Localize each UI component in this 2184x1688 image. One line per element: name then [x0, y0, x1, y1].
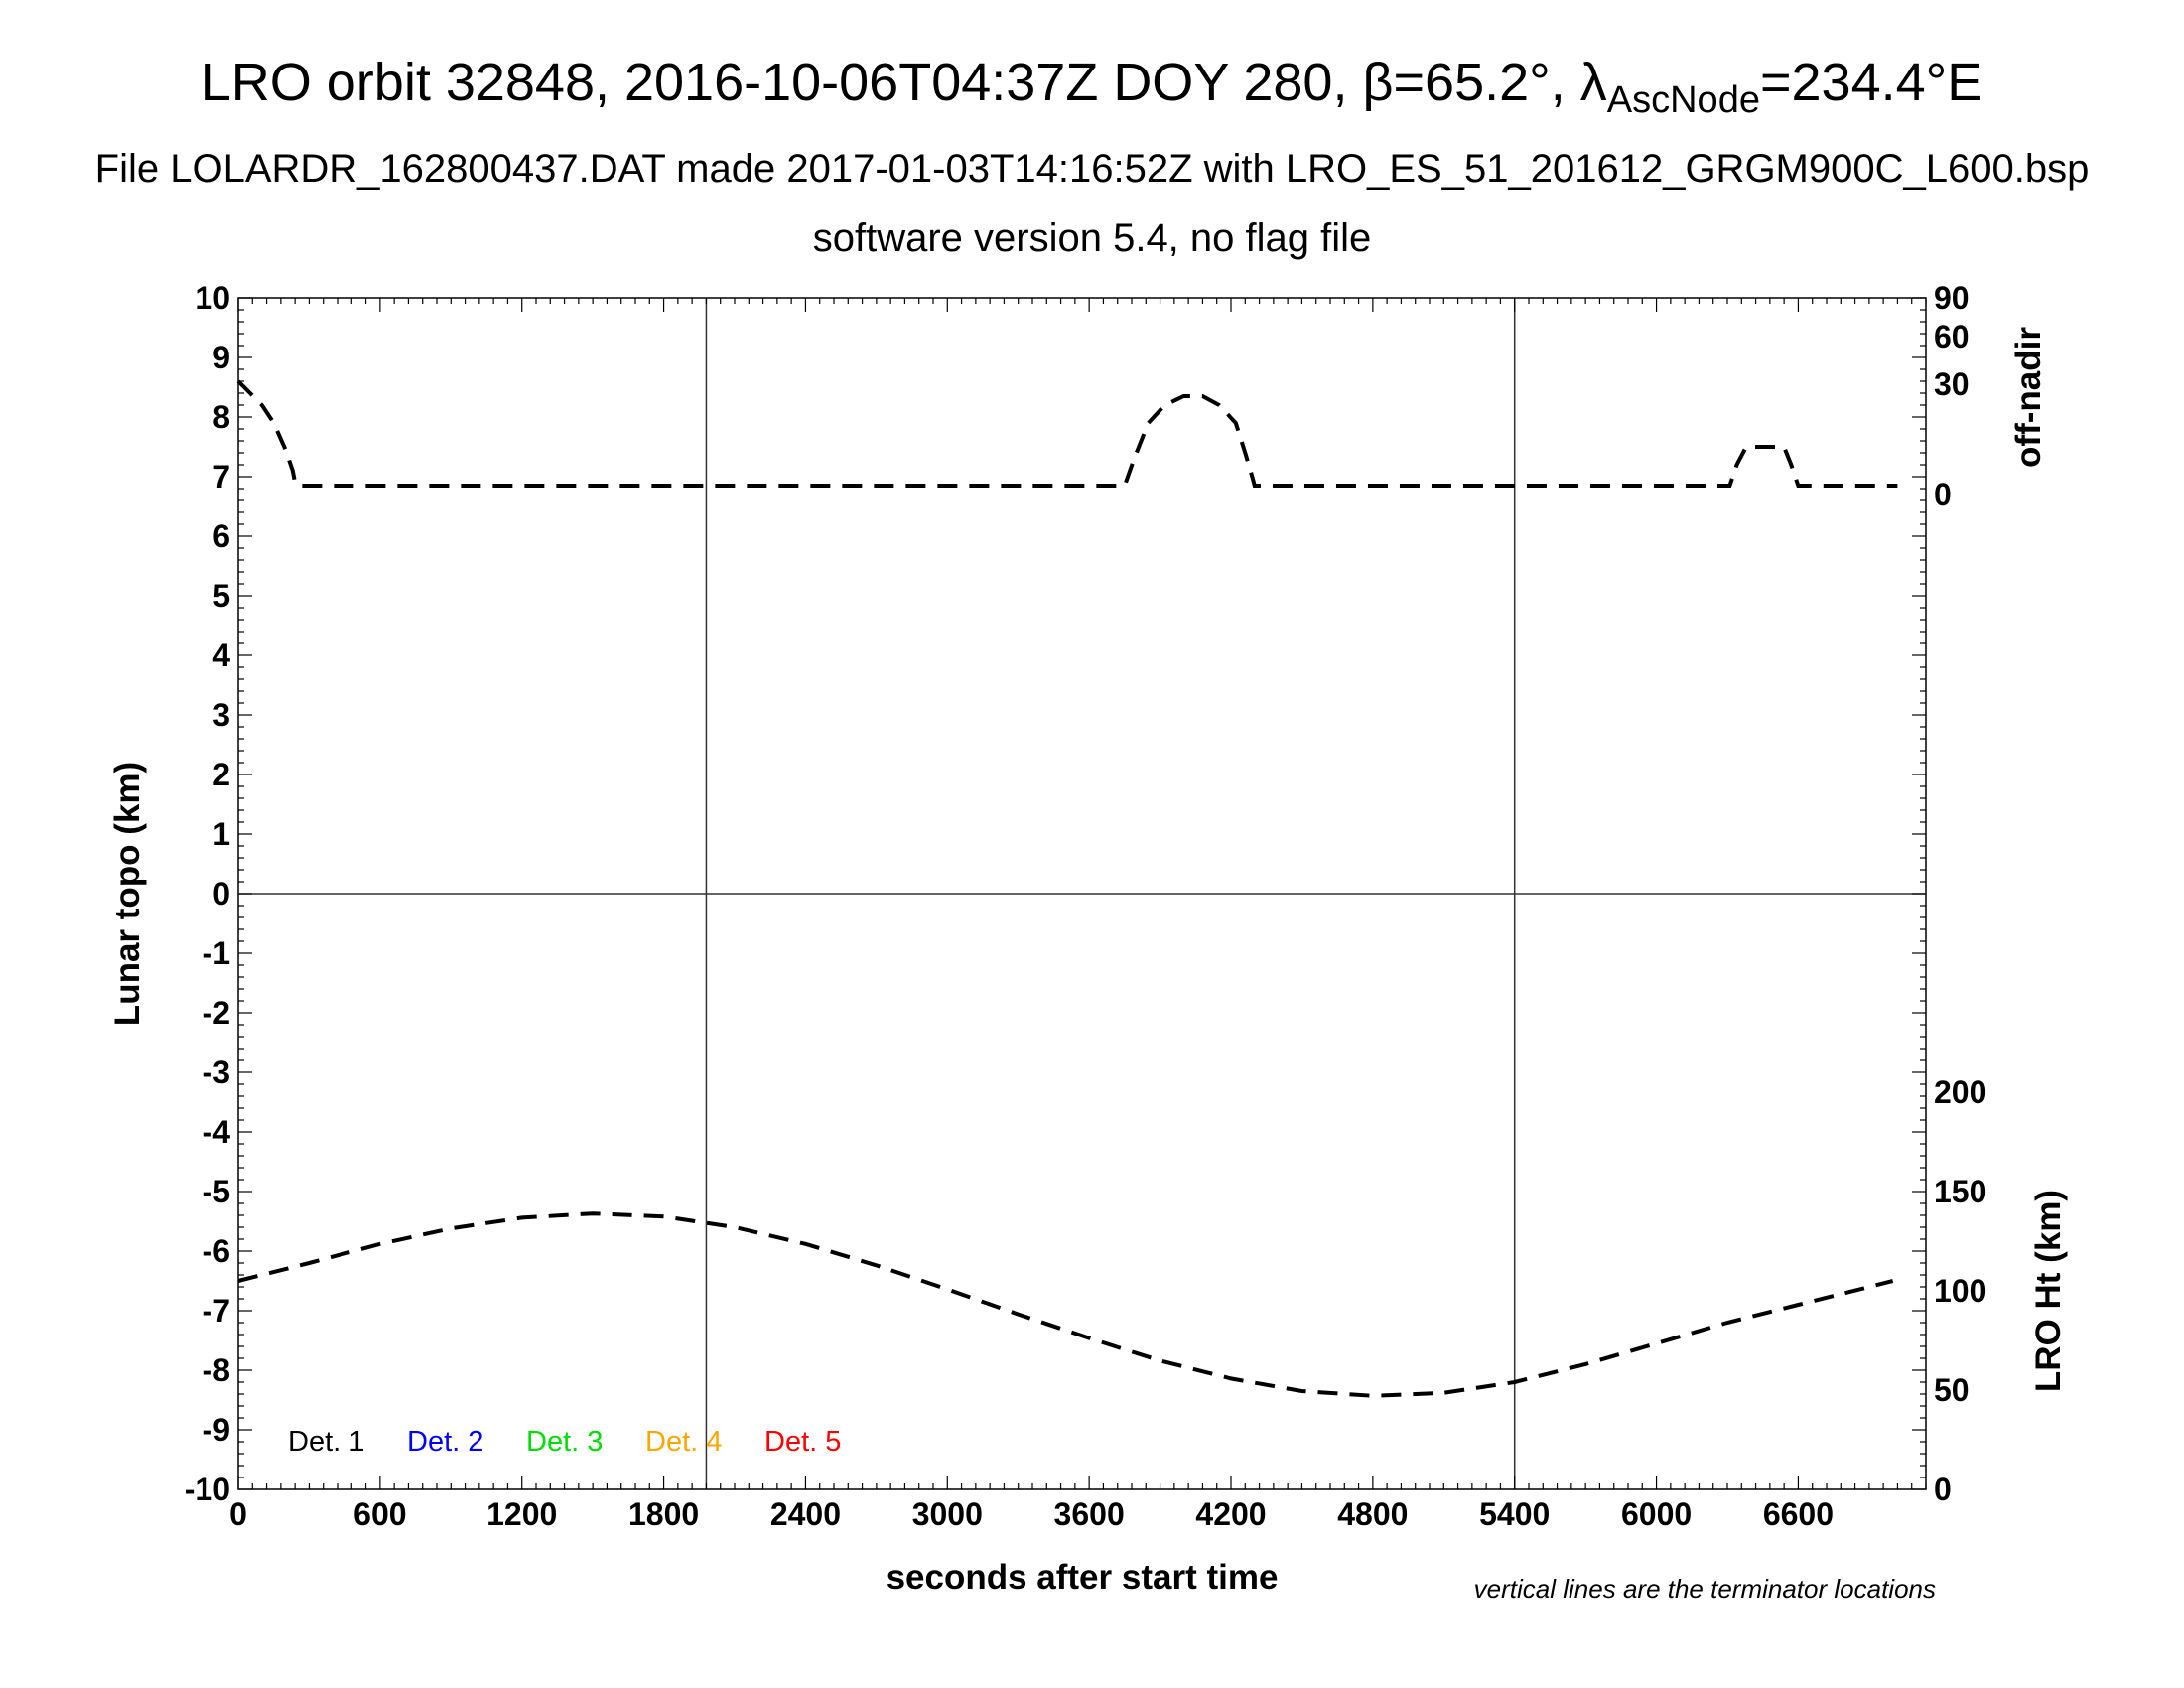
x-tick-label: 3600: [1054, 1496, 1125, 1532]
y-tick-label-left: 9: [212, 340, 230, 375]
x-tick-label: 5400: [1479, 1496, 1550, 1532]
y-tick-label-left: -4: [203, 1114, 231, 1150]
x-tick-label: 0: [229, 1496, 247, 1532]
height-tick-label: 0: [1934, 1472, 1952, 1507]
y-tick-label-left: -3: [203, 1055, 230, 1090]
y-tick-label-left: 2: [212, 757, 230, 792]
y-tick-label-left: 5: [212, 578, 230, 614]
x-tick-label: 4200: [1195, 1496, 1266, 1532]
offnadir-tick-label: 0: [1934, 477, 1952, 512]
legend-entry: Det. 4: [645, 1426, 722, 1458]
height-tick-label: 50: [1934, 1372, 1970, 1408]
label-layer: 0 600 1200 1800 2400 3000 3600 4200 4800 5400 6000…: [108, 280, 2068, 1604]
y-axis-title-offnadir: off-nadir: [2009, 327, 2048, 468]
y-tick-label-left: 4: [212, 637, 230, 673]
tick-layer: [237, 297, 1927, 1490]
x-tick-label: 1200: [486, 1496, 557, 1532]
legend-layer: Det. 1 Det. 2 Det. 3 Det. 4 Det. 5: [288, 1426, 841, 1458]
legend-entry: Det. 1: [288, 1426, 364, 1458]
y-tick-label-left: 1: [212, 816, 230, 852]
x-tick-label: 3000: [912, 1496, 983, 1532]
y-tick-label-left: -2: [203, 995, 230, 1031]
y-tick-label-left: -6: [203, 1233, 230, 1269]
y-tick-label-left: 10: [195, 280, 230, 316]
y-tick-label-left: 7: [212, 459, 230, 494]
legend-entry: Det. 3: [526, 1426, 603, 1458]
lro-height-series-line: [237, 1211, 1894, 1398]
x-tick-label: 6000: [1621, 1496, 1692, 1532]
plot-frame-layer: [237, 297, 1927, 1490]
chart-subtitle-software: software version 5.4, no flag file: [812, 216, 1372, 260]
y-tick-label-left: 8: [212, 399, 230, 435]
chart-title: LRO orbit 32848, 2016-10-06T04:37Z DOY 2…: [0, 52, 2184, 122]
y-tick-label-left: -8: [203, 1352, 230, 1388]
y-tick-label-left: -10: [185, 1472, 230, 1507]
y-tick-label-left: 0: [212, 876, 230, 912]
y-axis-title-left: Lunar topo (km): [108, 762, 147, 1026]
terminator-note: vertical lines are the terminator locati…: [1474, 1574, 1936, 1604]
x-tick-label: 2400: [770, 1496, 841, 1532]
offnadir-tick-label: 60: [1934, 319, 1970, 354]
x-tick-label: 6600: [1763, 1496, 1834, 1532]
y-tick-label-left: -1: [203, 935, 230, 971]
y-tick-label-left: -9: [203, 1412, 230, 1448]
offnadir-tick-label: 90: [1934, 280, 1970, 316]
y-tick-label-left: -5: [203, 1174, 230, 1209]
title-subscript: AscNode: [1606, 79, 1760, 121]
legend-entry: Det. 2: [407, 1426, 483, 1458]
offnadir-series-line: [236, 379, 1898, 488]
title-tail: =234.4°E: [1759, 53, 1983, 112]
y-axis-title-height: LRO Ht (km): [2029, 1190, 2068, 1392]
offnadir-tick-label: 30: [1934, 366, 1970, 402]
title-main: LRO orbit 32848, 2016-10-06T04:37Z DOY 2…: [201, 53, 1607, 112]
x-axis-title: seconds after start time: [887, 1558, 1279, 1597]
height-tick-label: 150: [1934, 1174, 1986, 1209]
x-tick-label: 600: [353, 1496, 406, 1532]
y-tick-label-left: 3: [212, 697, 230, 733]
x-tick-label: 4800: [1337, 1496, 1408, 1532]
legend-entry: Det. 5: [764, 1426, 841, 1458]
y-tick-label-left: -7: [203, 1293, 230, 1329]
chart-subtitle: File LOLARDR_162800437.DAT made 2017-01-…: [94, 147, 2090, 191]
series-layer: [236, 379, 1898, 1398]
height-tick-label: 100: [1934, 1273, 1986, 1309]
height-tick-label: 200: [1934, 1074, 1986, 1110]
y-tick-label-left: 6: [212, 518, 230, 554]
x-tick-label: 1800: [628, 1496, 699, 1532]
